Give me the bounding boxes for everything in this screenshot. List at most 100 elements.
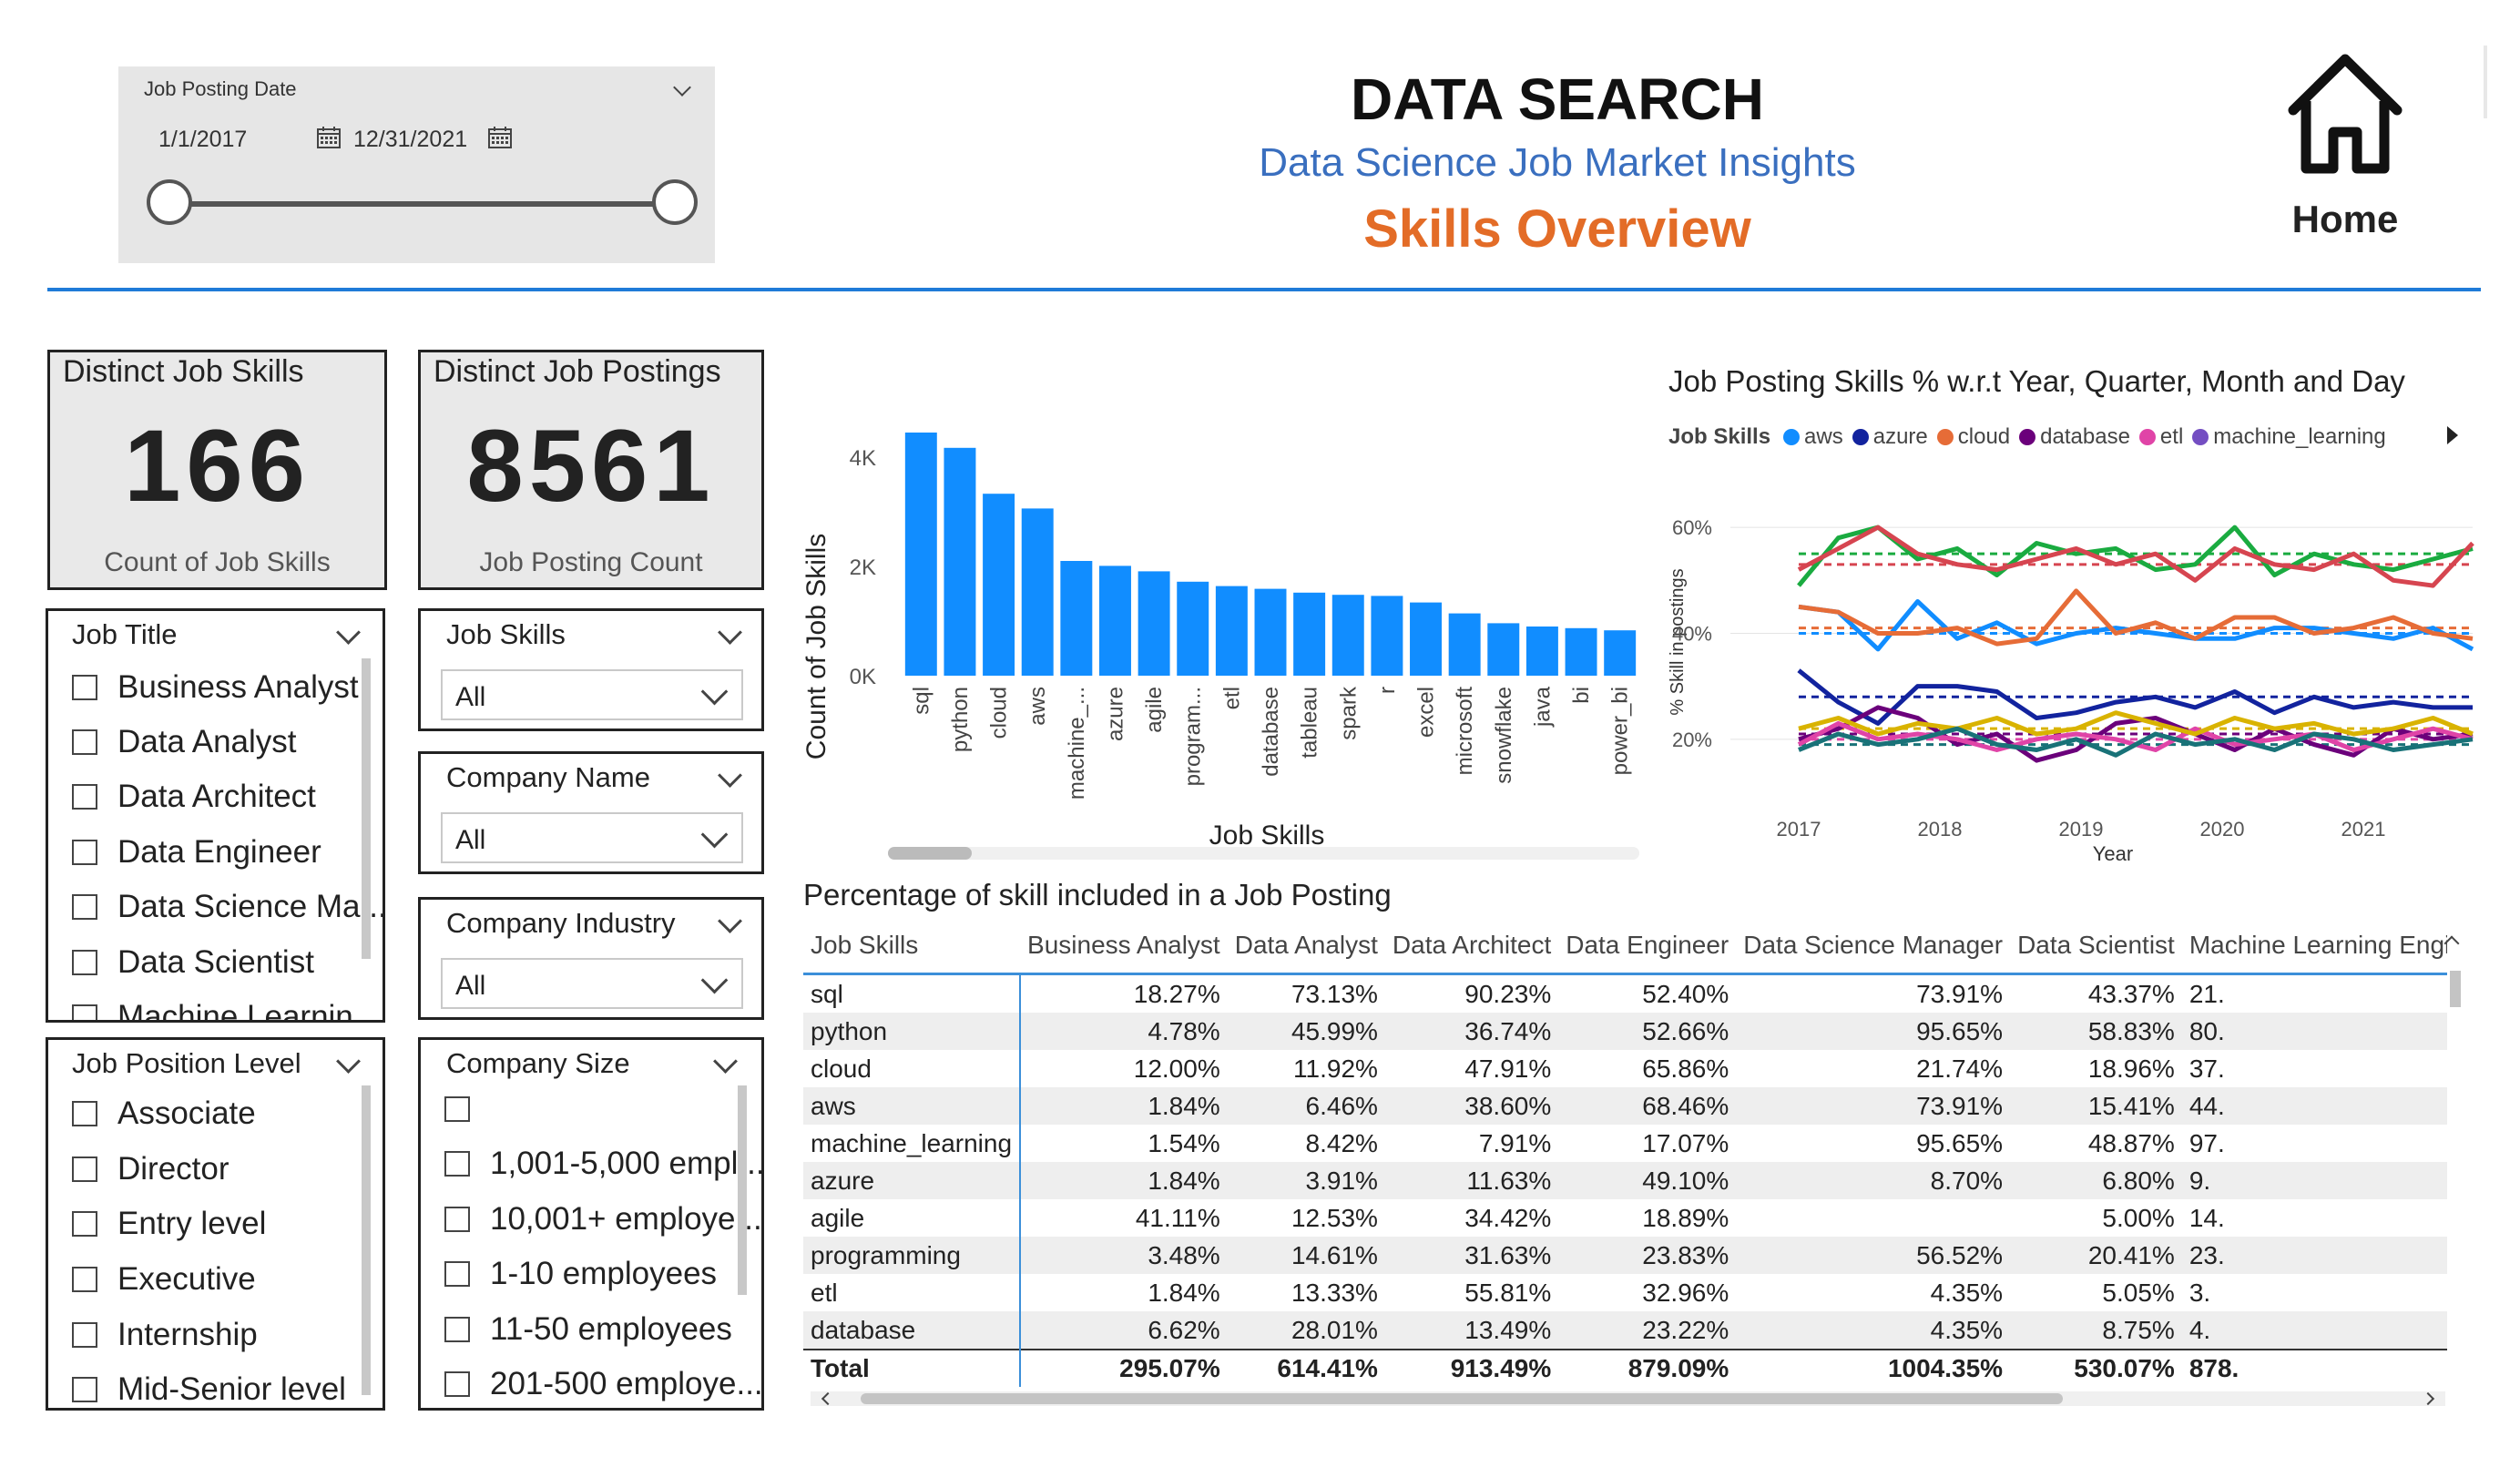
option-data-architect[interactable]: Data Architect — [72, 773, 316, 820]
chevron-down-icon[interactable] — [718, 763, 742, 788]
series-line-1[interactable] — [1797, 525, 2474, 588]
matrix-vertical-scrollbar[interactable] — [2450, 971, 2461, 1007]
checkbox[interactable] — [444, 1261, 470, 1287]
chevron-down-icon[interactable] — [718, 620, 742, 645]
legend-item[interactable]: machine_learning — [2192, 424, 2386, 450]
series-line-0[interactable] — [1797, 525, 2474, 587]
bar-7[interactable] — [1177, 581, 1209, 676]
chevron-down-icon[interactable] — [700, 820, 729, 849]
scroll-right-icon[interactable] — [2421, 1391, 2435, 1406]
bar-13[interactable] — [1410, 602, 1443, 676]
home-button[interactable]: Home — [2268, 50, 2423, 250]
checkbox[interactable] — [72, 1101, 97, 1126]
bar-3[interactable] — [1021, 508, 1054, 676]
chevron-down-icon[interactable] — [700, 678, 729, 706]
checkbox[interactable] — [72, 1267, 97, 1292]
option-data-engineer[interactable]: Data Engineer — [72, 829, 321, 876]
checkbox[interactable] — [444, 1371, 470, 1397]
series-line-2[interactable] — [1798, 599, 2474, 652]
option-blank[interactable] — [444, 1085, 490, 1133]
legend-next-arrow-icon[interactable] — [2447, 426, 2458, 444]
bar-8[interactable] — [1215, 586, 1248, 676]
bar-12[interactable] — [1371, 596, 1403, 676]
company-industry-dropdown[interactable]: All — [441, 958, 743, 1009]
option-data-science-manager[interactable]: Data Science Ma... — [72, 883, 383, 931]
option-10001-plus[interactable]: 10,001+ employe... — [444, 1196, 761, 1243]
option-associate[interactable]: Associate — [72, 1090, 256, 1137]
column-header[interactable]: Business Analyst — [1027, 931, 1220, 959]
column-header[interactable]: Job Skills — [811, 931, 919, 959]
option-mid-senior-level[interactable]: Mid-Senior level — [72, 1366, 346, 1408]
chevron-down-icon[interactable] — [336, 620, 361, 645]
table-row[interactable]: agile 41.11% 12.53% 34.42% 18.89% 5.00% 14. — [803, 1199, 2447, 1237]
bar-16[interactable] — [1525, 627, 1558, 676]
option-director[interactable]: Director — [72, 1146, 230, 1193]
bar-1[interactable] — [944, 447, 976, 676]
option-201-500[interactable]: 201-500 employe... — [444, 1360, 761, 1408]
bar-2[interactable] — [983, 494, 1015, 676]
table-row[interactable]: cloud 12.00% 11.92% 47.91% 65.86% 21.74% 18.96… — [803, 1050, 2447, 1087]
calendar-icon[interactable] — [488, 127, 512, 148]
horizontal-scrollbar-thumb[interactable] — [888, 847, 972, 860]
calendar-icon[interactable] — [317, 127, 341, 148]
series-line-8[interactable] — [1798, 726, 2474, 758]
table-row[interactable]: sql 18.27% 73.13% 90.23% 52.40% 73.91% 43.37% 2… — [803, 973, 2447, 1013]
column-header[interactable]: Data Analyst — [1234, 931, 1378, 959]
checkbox[interactable] — [72, 840, 97, 865]
bar-6[interactable] — [1138, 571, 1170, 676]
checkbox[interactable] — [444, 1317, 470, 1342]
bar-18[interactable] — [1604, 630, 1637, 676]
checkbox[interactable] — [444, 1096, 470, 1122]
option-executive[interactable]: Executive — [72, 1256, 256, 1303]
bar-14[interactable] — [1448, 613, 1481, 676]
job-skills-dropdown[interactable]: All — [441, 669, 743, 720]
checkbox[interactable] — [72, 1156, 97, 1182]
option-1001-5000[interactable]: 1,001-5,000 empl... — [444, 1140, 761, 1187]
table-row[interactable]: aws 1.84% 6.46% 38.60% 68.46% 73.91% 15.41% 44. — [803, 1087, 2447, 1125]
checkbox[interactable] — [72, 729, 97, 755]
option-machine-learning[interactable]: Machine Learnin... — [72, 993, 380, 1020]
scroll-left-icon[interactable] — [821, 1391, 835, 1406]
table-row[interactable]: database 6.62% 28.01% 13.49% 23.22% 4.35% 8.75… — [803, 1311, 2447, 1350]
chevron-down-icon[interactable] — [700, 966, 729, 994]
bar-4[interactable] — [1060, 561, 1093, 676]
option-business-analyst[interactable]: Business Analyst — [72, 664, 359, 711]
bar-0[interactable] — [904, 433, 937, 676]
checkbox[interactable] — [72, 675, 97, 700]
job-skills-slicer[interactable]: Job Skills All — [418, 608, 764, 731]
bar-15[interactable] — [1487, 623, 1520, 676]
legend-item[interactable]: aws — [1783, 424, 1843, 450]
chevron-down-icon[interactable] — [713, 1049, 738, 1074]
end-date-input[interactable]: 12/31/2021 — [333, 121, 634, 158]
chevron-down-icon[interactable] — [718, 909, 742, 933]
company-industry-slicer[interactable]: Company Industry All — [418, 897, 764, 1020]
series-line-4[interactable] — [1797, 668, 2473, 726]
table-row[interactable]: python 4.78% 45.99% 36.74% 52.66% 95.65% 58.83… — [803, 1013, 2447, 1050]
chevron-down-icon[interactable] — [673, 78, 691, 97]
legend-item[interactable]: etl — [2138, 424, 2183, 450]
table-row[interactable]: programming 3.48% 14.61% 31.63% 23.83% 56.52%… — [803, 1237, 2447, 1274]
column-header[interactable]: Data Science Manager — [1743, 931, 2004, 959]
column-header[interactable]: Data Engineer — [1566, 931, 1729, 959]
column-header[interactable]: Data Architect — [1392, 931, 1552, 959]
bar-5[interactable] — [1098, 565, 1131, 676]
matrix-horizontal-scrollbar[interactable] — [811, 1391, 2445, 1406]
series-line-7[interactable] — [1798, 710, 2474, 737]
date-range-end-handle[interactable] — [652, 179, 698, 225]
table-row[interactable]: azure 1.84% 3.91% 11.63% 49.10% 8.70% 6.80% 9. — [803, 1162, 2447, 1199]
table-row[interactable]: machine_learning 1.54% 8.42% 7.91% 17.07% 95.… — [803, 1125, 2447, 1162]
checkbox[interactable] — [444, 1207, 470, 1232]
company-name-slicer[interactable]: Company Name All — [418, 751, 764, 874]
horizontal-scrollbar-track[interactable] — [888, 847, 1639, 860]
checkbox[interactable] — [444, 1151, 470, 1177]
option-data-scientist[interactable]: Data Scientist — [72, 939, 314, 986]
date-slicer[interactable]: Job Posting Date 1/1/2017 12/31/2021 — [118, 66, 715, 263]
column-header[interactable]: Data Scientist — [2017, 931, 2175, 959]
column-header[interactable]: Machine Learning Engi — [2188, 931, 2447, 959]
option-data-analyst[interactable]: Data Analyst — [72, 718, 297, 766]
bar-9[interactable] — [1254, 588, 1287, 676]
company-name-dropdown[interactable]: All — [441, 812, 743, 863]
checkbox[interactable] — [72, 1322, 97, 1348]
company-size-slicer[interactable]: Company Size 1,001-5,000 empl... 10,001+… — [418, 1037, 764, 1411]
job-position-level-slicer[interactable]: Job Position Level Associate Director En… — [46, 1037, 385, 1411]
